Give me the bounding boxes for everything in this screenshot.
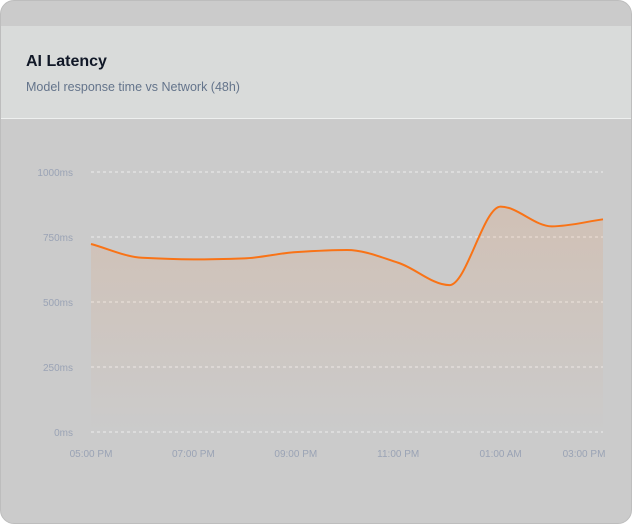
card-title: AI Latency xyxy=(26,53,107,70)
y-tick-label: 250ms xyxy=(43,363,73,374)
x-tick-label: 07:00 PM xyxy=(172,449,215,460)
x-tick-label: 11:00 PM xyxy=(377,449,419,460)
x-tick-label: 05:00 PM xyxy=(70,449,113,460)
series-line xyxy=(90,205,604,287)
y-tick-label: 0ms xyxy=(54,428,73,439)
x-tick-label: 01:00 AM xyxy=(479,449,521,460)
card-header: AI Latency Model response time vs Networ… xyxy=(1,26,631,119)
y-tick-label: 750ms xyxy=(43,233,73,244)
x-tick-label: 03:00 PM xyxy=(563,449,606,460)
card-subtitle: Model response time vs Network (48h) xyxy=(26,80,240,94)
series-area xyxy=(91,206,603,432)
y-tick-label: 1000ms xyxy=(37,168,73,179)
y-tick-label: 500ms xyxy=(43,298,73,309)
x-tick-label: 09:00 PM xyxy=(274,449,317,460)
